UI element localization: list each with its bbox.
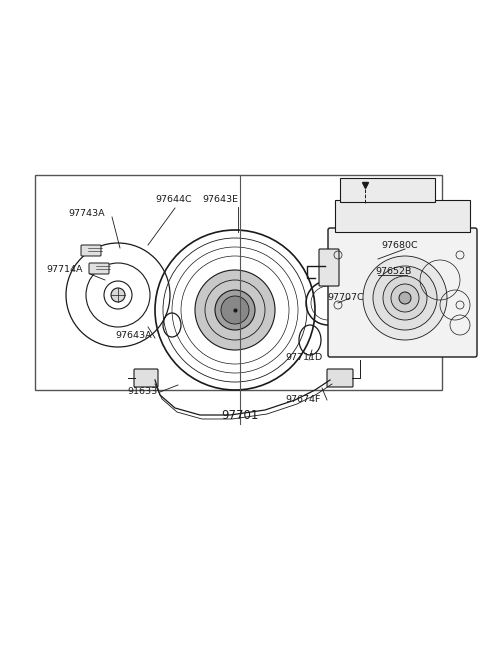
FancyBboxPatch shape [319, 249, 339, 286]
Text: 91633: 91633 [127, 388, 157, 397]
Circle shape [383, 276, 427, 320]
Circle shape [399, 292, 411, 304]
Circle shape [391, 284, 419, 312]
Text: 97680C: 97680C [381, 240, 418, 250]
Text: 97644C: 97644C [155, 196, 192, 204]
Text: 97743A: 97743A [68, 208, 105, 217]
Text: 97701: 97701 [221, 409, 259, 422]
Text: 97707C: 97707C [327, 294, 364, 302]
FancyBboxPatch shape [134, 369, 158, 387]
FancyBboxPatch shape [327, 369, 353, 387]
Text: 97674F: 97674F [285, 396, 320, 405]
Circle shape [363, 256, 447, 340]
Circle shape [221, 296, 249, 324]
Text: 97643A: 97643A [115, 330, 152, 340]
Bar [340, 178, 435, 202]
Bar [335, 200, 470, 232]
Circle shape [215, 290, 255, 330]
Bar [35, 175, 442, 390]
Circle shape [195, 270, 275, 350]
FancyBboxPatch shape [81, 245, 101, 256]
Text: 97711D: 97711D [285, 353, 322, 363]
Circle shape [111, 288, 125, 302]
Text: 97643E: 97643E [202, 196, 238, 204]
Text: 97652B: 97652B [375, 267, 411, 277]
FancyBboxPatch shape [328, 228, 477, 357]
Circle shape [373, 266, 437, 330]
FancyBboxPatch shape [89, 263, 109, 274]
Text: 97714A: 97714A [46, 265, 83, 275]
